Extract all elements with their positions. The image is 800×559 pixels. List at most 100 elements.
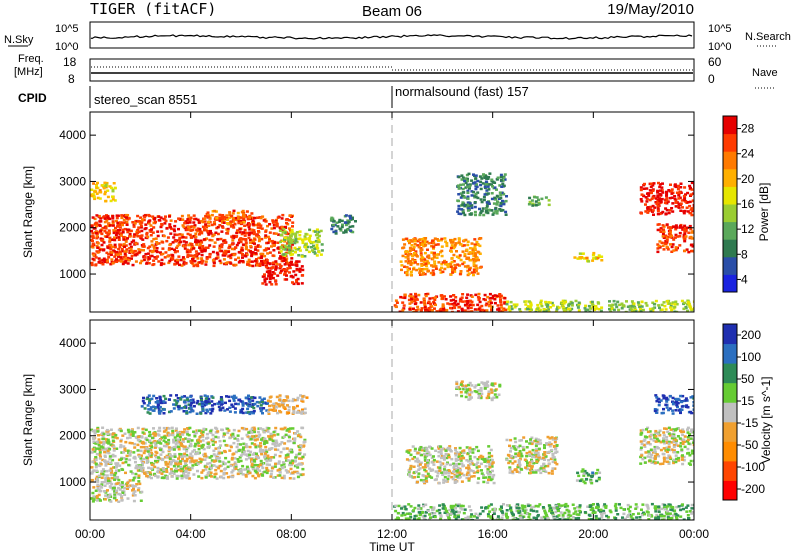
freq-panel: Freq. [MHz] 18 8 60 0 Nave <box>14 53 778 88</box>
echo-region-10 <box>455 380 501 401</box>
echo-region-5 <box>406 445 496 484</box>
echo-region-1 <box>261 260 304 286</box>
colorbar-tick-label: 12 <box>741 222 755 236</box>
colorbar-tick-label: 100 <box>741 350 761 364</box>
power-colorbar-label: Power [dB] <box>757 183 771 242</box>
echo-region-8 <box>394 293 508 314</box>
colorbar-tick-label: 4 <box>741 272 748 286</box>
colorbar-segment <box>723 257 737 275</box>
echo-region-7 <box>576 468 601 484</box>
colorbar-segment <box>723 204 737 222</box>
xtick-label: 12:00 <box>377 527 407 541</box>
time-xlabel: Time UT <box>369 540 415 554</box>
ytick-label: 2000 <box>59 221 86 235</box>
colorbar-segment <box>723 222 737 240</box>
power-ylabel: Slant Range [km] <box>21 166 35 258</box>
ytick-label: 3000 <box>59 382 86 396</box>
colorbar-segment <box>723 151 737 169</box>
echo-region-11 <box>639 182 696 217</box>
echo-region-2 <box>141 394 269 415</box>
colorbar-segment <box>723 461 737 481</box>
cpid-segment-2: normalsound (fast) 157 <box>395 84 529 99</box>
power-colorbar: 4 8 12 16 20 24 28 <box>723 116 755 293</box>
echo-region-4 <box>279 228 324 258</box>
colorbar-tick-label: 200 <box>741 328 761 342</box>
velocity-panel: Slant Range [km] 1000 2000 3000 4000 00:00 0… <box>21 320 773 554</box>
colorbar-segment <box>723 441 737 461</box>
station-title: TIGER (fitACF) <box>90 0 216 18</box>
nsearch-tick-low: 10^0 <box>708 41 732 53</box>
beam-title: Beam 06 <box>362 3 422 20</box>
colorbar-segment <box>723 239 737 257</box>
echo-region-0 <box>90 214 294 267</box>
echo-region-6 <box>456 172 508 216</box>
velocity-colorbar-label: Velocity [m s^-1] <box>759 377 773 464</box>
echo-region-6 <box>505 436 558 475</box>
colorbar-segment <box>723 134 737 152</box>
echo-region-3 <box>90 182 117 203</box>
xtick-label: 08:00 <box>276 527 306 541</box>
ytick-label: 4000 <box>59 336 86 350</box>
echo-region-3 <box>267 394 309 415</box>
echo-region-8 <box>639 427 697 466</box>
echo-region-13 <box>528 196 551 207</box>
colorbar-segment <box>723 324 737 344</box>
nsearch-label: N.Search <box>745 31 791 43</box>
echo-region-10 <box>573 252 603 263</box>
xtick-label: 16:00 <box>478 527 508 541</box>
ytick-label: 1000 <box>59 267 86 281</box>
colorbar-segment <box>723 383 737 403</box>
echo-region-5 <box>330 214 357 235</box>
nsearch-tick-high: 10^5 <box>708 23 732 35</box>
colorbar-segment <box>723 274 737 292</box>
freq-label-1: Freq. <box>18 53 44 65</box>
cpid-panel: CPID stereo_scan 8551 normalsound (fast)… <box>18 84 529 108</box>
colorbar-tick-label: 16 <box>741 197 755 211</box>
colorbar-segment <box>723 186 737 204</box>
echo-region-1 <box>90 477 143 503</box>
xtick-label: 20:00 <box>578 527 608 541</box>
cpid-label: CPID <box>18 91 47 105</box>
colorbar-segment <box>723 422 737 442</box>
colorbar-tick-label: 24 <box>741 147 755 161</box>
colorbar-tick-label: 28 <box>741 122 755 136</box>
colorbar-segment <box>723 402 737 422</box>
colorbar-segment <box>723 169 737 187</box>
ytick-label: 3000 <box>59 174 86 188</box>
cpid-segment-1: stereo_scan 8551 <box>94 92 197 107</box>
echo-region-0 <box>90 427 306 480</box>
ytick-label: 4000 <box>59 128 86 142</box>
nave-tick-high: 60 <box>708 55 722 69</box>
colorbar-segment <box>723 480 737 500</box>
nsky-trace <box>91 35 692 39</box>
ytick-label: 2000 <box>59 429 86 443</box>
freq-label-2: [MHz] <box>14 66 43 78</box>
freq-tick-low: 8 <box>68 72 75 86</box>
freq-tick-high: 18 <box>63 55 77 69</box>
colorbar-tick-label: 15 <box>741 394 755 408</box>
ytick-label: 1000 <box>59 475 86 489</box>
echo-region-7 <box>400 237 483 277</box>
colorbar-segment <box>723 344 737 364</box>
colorbar-tick-label: 8 <box>741 247 748 261</box>
date-title: 19/May/2010 <box>607 1 694 18</box>
colorbar-tick-label: 20 <box>741 172 755 186</box>
colorbar-tick-label: -15 <box>741 416 759 430</box>
colorbar-tick-label: -200 <box>741 482 765 496</box>
power-panel: Slant Range [km] 1000 2000 3000 4000 4 8 12 16… <box>21 112 771 314</box>
nave-tick-low: 0 <box>708 72 715 86</box>
velocity-ylabel: Slant Range [km] <box>21 374 35 466</box>
colorbar-tick-label: -50 <box>741 438 759 452</box>
xtick-label: 00:00 <box>679 527 709 541</box>
colorbar-segment <box>723 363 737 383</box>
nsky-tick-low: 10^0 <box>55 41 79 53</box>
echo-region-9 <box>654 394 697 415</box>
xtick-label: 00:00 <box>75 527 105 541</box>
echo-region-9 <box>506 300 697 314</box>
nave-label: Nave <box>752 67 778 79</box>
colorbar-segment <box>723 116 737 134</box>
nsky-label: N.Sky <box>4 34 34 46</box>
nsky-tick-high: 10^5 <box>55 23 79 35</box>
sky-search-panel: N.Sky 10^5 10^0 N.Search 10^5 10^0 <box>4 22 791 53</box>
